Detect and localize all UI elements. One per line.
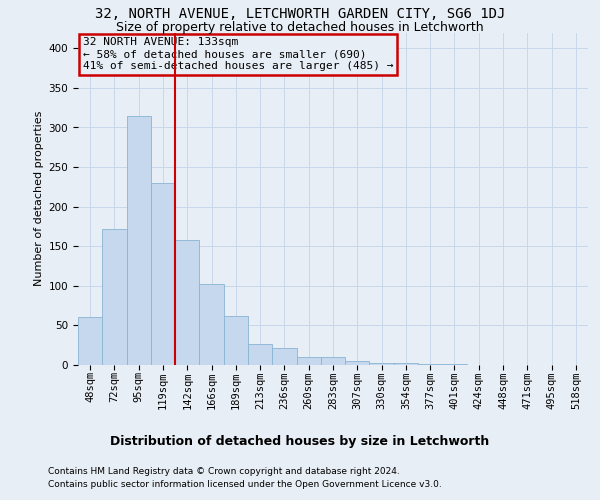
Text: 32 NORTH AVENUE: 133sqm
← 58% of detached houses are smaller (690)
41% of semi-d: 32 NORTH AVENUE: 133sqm ← 58% of detache… <box>83 38 394 70</box>
Bar <box>272 348 296 365</box>
Text: Contains HM Land Registry data © Crown copyright and database right 2024.: Contains HM Land Registry data © Crown c… <box>48 468 400 476</box>
Text: Contains public sector information licensed under the Open Government Licence v3: Contains public sector information licen… <box>48 480 442 489</box>
Text: Distribution of detached houses by size in Letchworth: Distribution of detached houses by size … <box>110 435 490 448</box>
Y-axis label: Number of detached properties: Number of detached properties <box>34 111 44 286</box>
Bar <box>248 344 272 365</box>
Bar <box>127 116 151 365</box>
Text: 32, NORTH AVENUE, LETCHWORTH GARDEN CITY, SG6 1DJ: 32, NORTH AVENUE, LETCHWORTH GARDEN CITY… <box>95 8 505 22</box>
Bar <box>394 364 418 365</box>
Bar <box>442 364 467 365</box>
Bar <box>418 364 442 365</box>
Bar <box>370 362 394 365</box>
Bar <box>102 229 127 365</box>
Bar <box>296 357 321 365</box>
Bar <box>224 316 248 365</box>
Bar <box>199 284 224 365</box>
Bar <box>78 316 102 365</box>
Bar <box>175 240 199 365</box>
Text: Size of property relative to detached houses in Letchworth: Size of property relative to detached ho… <box>116 21 484 34</box>
Bar <box>321 357 345 365</box>
Bar <box>345 361 370 365</box>
Bar <box>151 183 175 365</box>
